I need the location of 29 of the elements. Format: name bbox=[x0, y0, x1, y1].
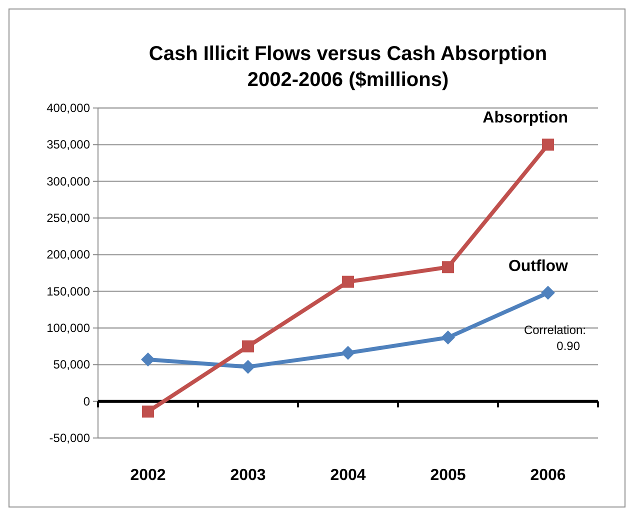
x-tick-label: 2006 bbox=[530, 467, 566, 484]
point bbox=[441, 330, 455, 345]
point bbox=[242, 340, 254, 352]
y-tick-label: 200,000 bbox=[46, 248, 90, 262]
chart-title: Cash Illicit Flows versus Cash Absorption 2002-2006 ($millions) bbox=[148, 43, 548, 91]
point bbox=[341, 346, 355, 360]
x-tick-label: 2005 bbox=[430, 467, 466, 484]
point bbox=[542, 138, 554, 151]
series-label: Absorption bbox=[482, 110, 568, 127]
y-tick-label: 0 bbox=[83, 394, 90, 408]
y-tick-label: 150,000 bbox=[46, 284, 90, 298]
annotation: Correlation: 0.90 bbox=[524, 322, 586, 353]
point bbox=[142, 406, 154, 418]
x-tick-label: 2004 bbox=[330, 467, 366, 484]
y-tick-label: 400,000 bbox=[46, 101, 90, 115]
point bbox=[241, 360, 255, 374]
y-tick-label: 350,000 bbox=[46, 138, 90, 152]
y-tick-label: 100,000 bbox=[46, 321, 90, 335]
x-tick-label: 2003 bbox=[230, 467, 266, 484]
point bbox=[541, 286, 555, 300]
y-tick-label: -50,000 bbox=[49, 431, 90, 445]
y-tick-label: 50,000 bbox=[53, 358, 90, 372]
point bbox=[442, 261, 454, 274]
y-tick-label: 300,000 bbox=[46, 174, 90, 188]
point bbox=[342, 276, 354, 288]
x-tick-label: 2002 bbox=[130, 467, 166, 484]
y-tick-label: 250,000 bbox=[46, 211, 90, 225]
series-label: Outflow bbox=[508, 258, 569, 275]
point bbox=[141, 352, 155, 367]
